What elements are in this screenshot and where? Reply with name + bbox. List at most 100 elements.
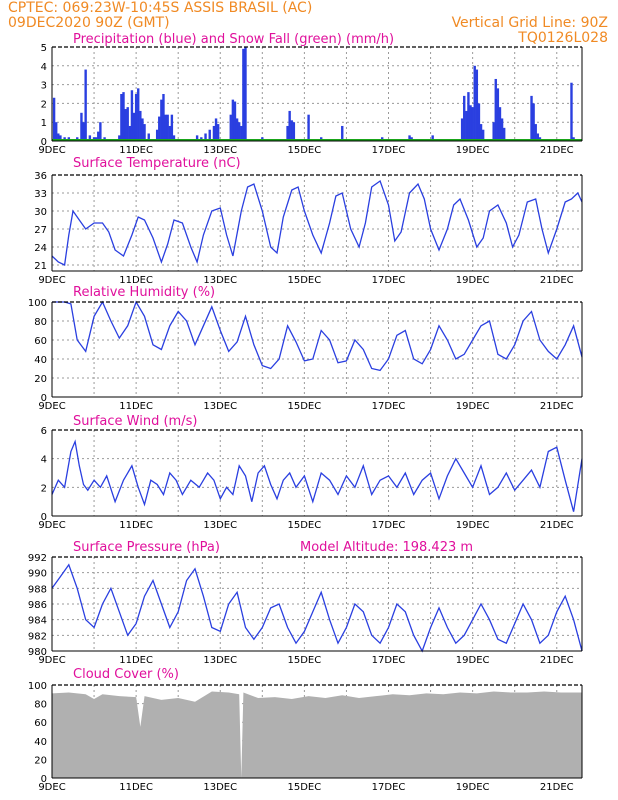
precip-bar: [126, 107, 129, 141]
y-tick-label: 988: [28, 584, 47, 595]
panel-title: Surface Pressure (hPa): [73, 540, 220, 555]
precip-bar: [143, 124, 146, 141]
y-tick-label: 100: [28, 681, 47, 692]
precip-bar: [166, 114, 169, 141]
x-tick-label: 11DEC: [119, 520, 153, 531]
panel-pressure: 980 982 984 986 988 990 992 9DEC 11DEC 13DEC 15DEC…: [28, 540, 583, 666]
panel-title: Surface Wind (m/s): [73, 414, 197, 429]
precip-bar: [471, 107, 474, 141]
panel-title: Cloud Cover (%): [73, 667, 179, 682]
precip-bar: [475, 69, 479, 141]
precip-bar: [88, 135, 92, 141]
precip-bar: [469, 105, 472, 141]
precip-bar: [158, 116, 161, 141]
precip-bar: [55, 122, 58, 141]
precip-bar: [231, 99, 235, 141]
precip-bar: [212, 125, 216, 141]
y-tick-label: 80: [34, 700, 47, 711]
y-tick-label: 982: [28, 631, 47, 642]
y-tick-label: 6: [41, 426, 47, 437]
x-tick-label: 9DEC: [38, 401, 65, 412]
precip-bar: [82, 122, 85, 141]
y-tick-label: 980: [28, 647, 47, 658]
precip-bar: [408, 135, 411, 141]
precip-bar: [500, 118, 504, 141]
header-grid-note: Vertical Grid Line: 90Z: [451, 15, 608, 31]
precip-bar: [288, 110, 291, 141]
y-tick-label: 40: [34, 737, 47, 748]
y-tick-label: 0: [41, 137, 47, 148]
precip-bar: [216, 124, 220, 141]
x-tick-label: 15DEC: [288, 275, 322, 286]
y-tick-label: 992: [28, 553, 47, 564]
precip-bar: [162, 94, 165, 141]
y-tick-label: 3: [41, 81, 47, 92]
header-date: 09DEC2020 90Z (GMT): [8, 15, 170, 31]
precip-bar: [124, 109, 127, 141]
x-tick-label: 9DEC: [38, 145, 65, 156]
y-tick-label: 2: [41, 99, 47, 110]
precip-bar: [235, 118, 239, 141]
header-model-code: TQ0126L028: [518, 30, 608, 46]
y-tick-label: 40: [34, 355, 47, 366]
precip-bar: [431, 135, 434, 141]
precip-bar: [170, 114, 174, 141]
y-tick-label: 80: [34, 317, 47, 328]
x-tick-label: 15DEC: [288, 782, 322, 793]
x-tick-label: 11DEC: [119, 275, 153, 286]
y-tick-label: 0: [41, 393, 47, 404]
x-tick-label: 17DEC: [372, 782, 406, 793]
x-tick-label: 13DEC: [203, 145, 237, 156]
x-tick-label: 11DEC: [119, 401, 153, 412]
precip-bar: [137, 88, 140, 141]
precip-bar: [498, 107, 502, 141]
x-tick-label: 15DEC: [288, 145, 322, 156]
y-tick-label: 27: [34, 225, 47, 236]
precip-bar: [479, 124, 483, 141]
precip-bar: [536, 133, 540, 141]
precip-bar: [481, 129, 485, 141]
y-tick-label: 0: [41, 512, 47, 523]
panel-annotation: Model Altitude: 198.423 m: [300, 540, 473, 555]
x-tick-label: 19DEC: [456, 401, 490, 412]
precip-bar: [204, 133, 207, 141]
precip-bar: [122, 92, 125, 141]
precip-bar: [532, 103, 535, 141]
x-tick-label: 19DEC: [456, 145, 490, 156]
panel-title: Relative Humidity (%): [73, 285, 215, 300]
x-tick-label: 11DEC: [119, 782, 153, 793]
precip-bar: [237, 122, 241, 141]
precip-bar: [97, 131, 100, 141]
x-tick-label: 13DEC: [203, 655, 237, 666]
precip-bar: [208, 129, 211, 141]
x-tick-label: 15DEC: [288, 401, 322, 412]
y-tick-label: 986: [28, 600, 47, 611]
precip-bar: [195, 135, 199, 141]
x-tick-label: 17DEC: [372, 520, 406, 531]
x-tick-label: 13DEC: [203, 520, 237, 531]
precip-bar: [290, 120, 293, 141]
y-tick-label: 4: [41, 455, 47, 466]
x-tick-label: 13DEC: [203, 401, 237, 412]
x-tick-label: 21DEC: [540, 520, 574, 531]
precip-bar: [160, 99, 163, 141]
y-tick-label: 4: [41, 62, 47, 73]
rh-line: [52, 300, 583, 372]
x-tick-label: 21DEC: [540, 655, 574, 666]
y-tick-label: 984: [28, 616, 47, 627]
precip-bar: [494, 78, 497, 141]
x-tick-label: 15DEC: [288, 520, 322, 531]
precip-bar: [502, 127, 506, 141]
panel-rh: 0 20 40 60 80 100 9DEC 11DEC 13DEC 15DEC 17DEC 19DE…: [28, 285, 583, 412]
y-tick-label: 60: [34, 718, 47, 729]
y-tick-label: 1: [41, 118, 47, 129]
precip-bar: [229, 114, 232, 141]
panel-title: Surface Temperature (nC): [73, 156, 241, 171]
x-tick-label: 11DEC: [119, 145, 153, 156]
x-tick-label: 19DEC: [456, 782, 490, 793]
y-tick-label: 0: [41, 774, 47, 785]
x-tick-label: 15DEC: [288, 655, 322, 666]
y-tick-label: 21: [34, 261, 47, 272]
precip-bar: [477, 103, 481, 141]
